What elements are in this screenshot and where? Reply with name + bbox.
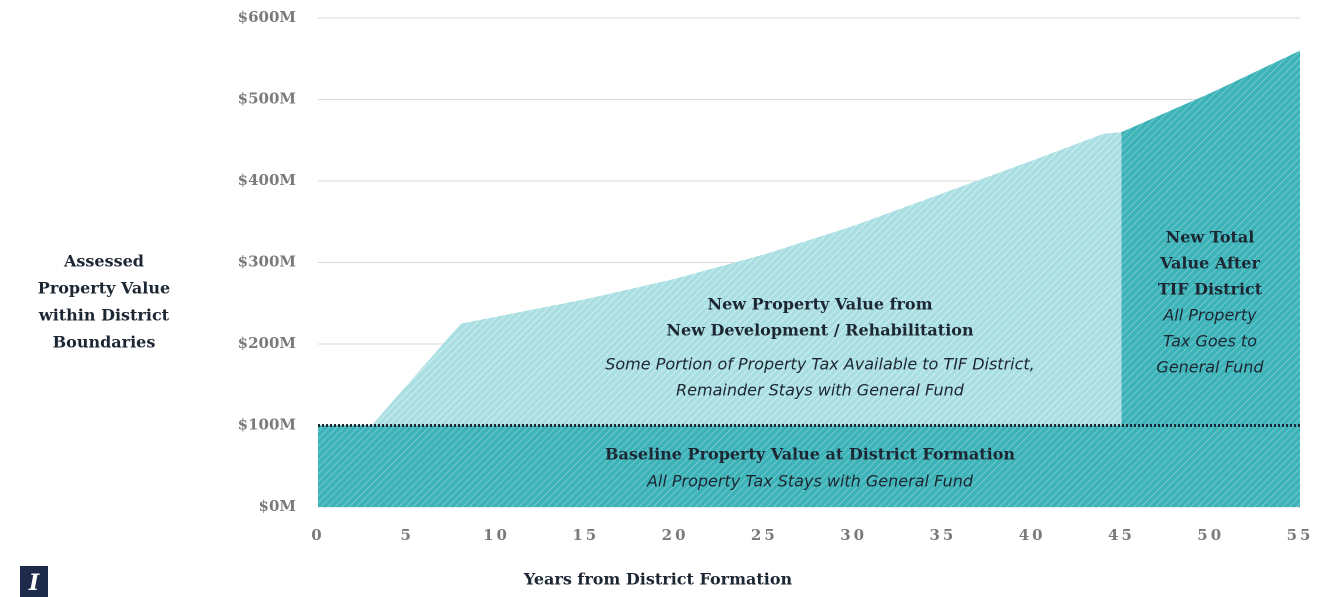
- area-label: TIF District: [1158, 280, 1263, 299]
- x-axis-label: Years from District Formation: [523, 570, 793, 589]
- area: [318, 425, 1300, 507]
- x-tick-label: 0: [311, 526, 324, 544]
- area-label: Baseline Property Value at District Form…: [605, 445, 1015, 464]
- y-axis-label: within District: [38, 306, 170, 325]
- area-label: Value After: [1159, 254, 1260, 273]
- y-tick-label: $100M: [238, 416, 296, 434]
- y-tick-label: $300M: [238, 253, 296, 271]
- x-tick-label: 15: [572, 526, 599, 544]
- y-axis-label: Boundaries: [53, 333, 156, 352]
- area: [371, 132, 1122, 426]
- y-axis-label: Property Value: [38, 279, 170, 298]
- y-tick-label: $600M: [238, 8, 296, 26]
- x-tick-label: 55: [1287, 526, 1314, 544]
- x-tick-label: 50: [1197, 526, 1224, 544]
- plot-area: [318, 17, 1300, 508]
- y-tick-label: $500M: [238, 90, 296, 108]
- area-note: All Property: [1162, 306, 1257, 325]
- area-note: Some Portion of Property Tax Available t…: [605, 355, 1035, 374]
- y-tick-label: $400M: [238, 171, 296, 189]
- area-note: All Property Tax Stays with General Fund: [646, 472, 974, 491]
- x-tick-label: 10: [483, 526, 510, 544]
- y-axis-label: Assessed: [63, 252, 144, 271]
- area-note: General Fund: [1156, 358, 1264, 377]
- logo: I: [20, 566, 48, 597]
- x-tick-label: 5: [401, 526, 414, 544]
- x-tick-label: 45: [1108, 526, 1135, 544]
- area-label: New Total: [1166, 228, 1255, 247]
- x-tick-label: 20: [662, 526, 689, 544]
- area-label: New Property Value from: [707, 295, 932, 314]
- area-note: Tax Goes to: [1163, 332, 1257, 351]
- area-note: Remainder Stays with General Fund: [676, 381, 965, 400]
- y-tick-label: $200M: [238, 334, 296, 352]
- x-tick-label: 25: [751, 526, 778, 544]
- area: [1121, 50, 1300, 426]
- x-tick-label: 40: [1019, 526, 1046, 544]
- y-tick-label: $0M: [259, 497, 296, 515]
- x-tick-label: 35: [929, 526, 956, 544]
- area-label: New Development / Rehabilitation: [666, 321, 974, 340]
- x-tick-label: 30: [840, 526, 867, 544]
- svg-text:I: I: [28, 570, 40, 596]
